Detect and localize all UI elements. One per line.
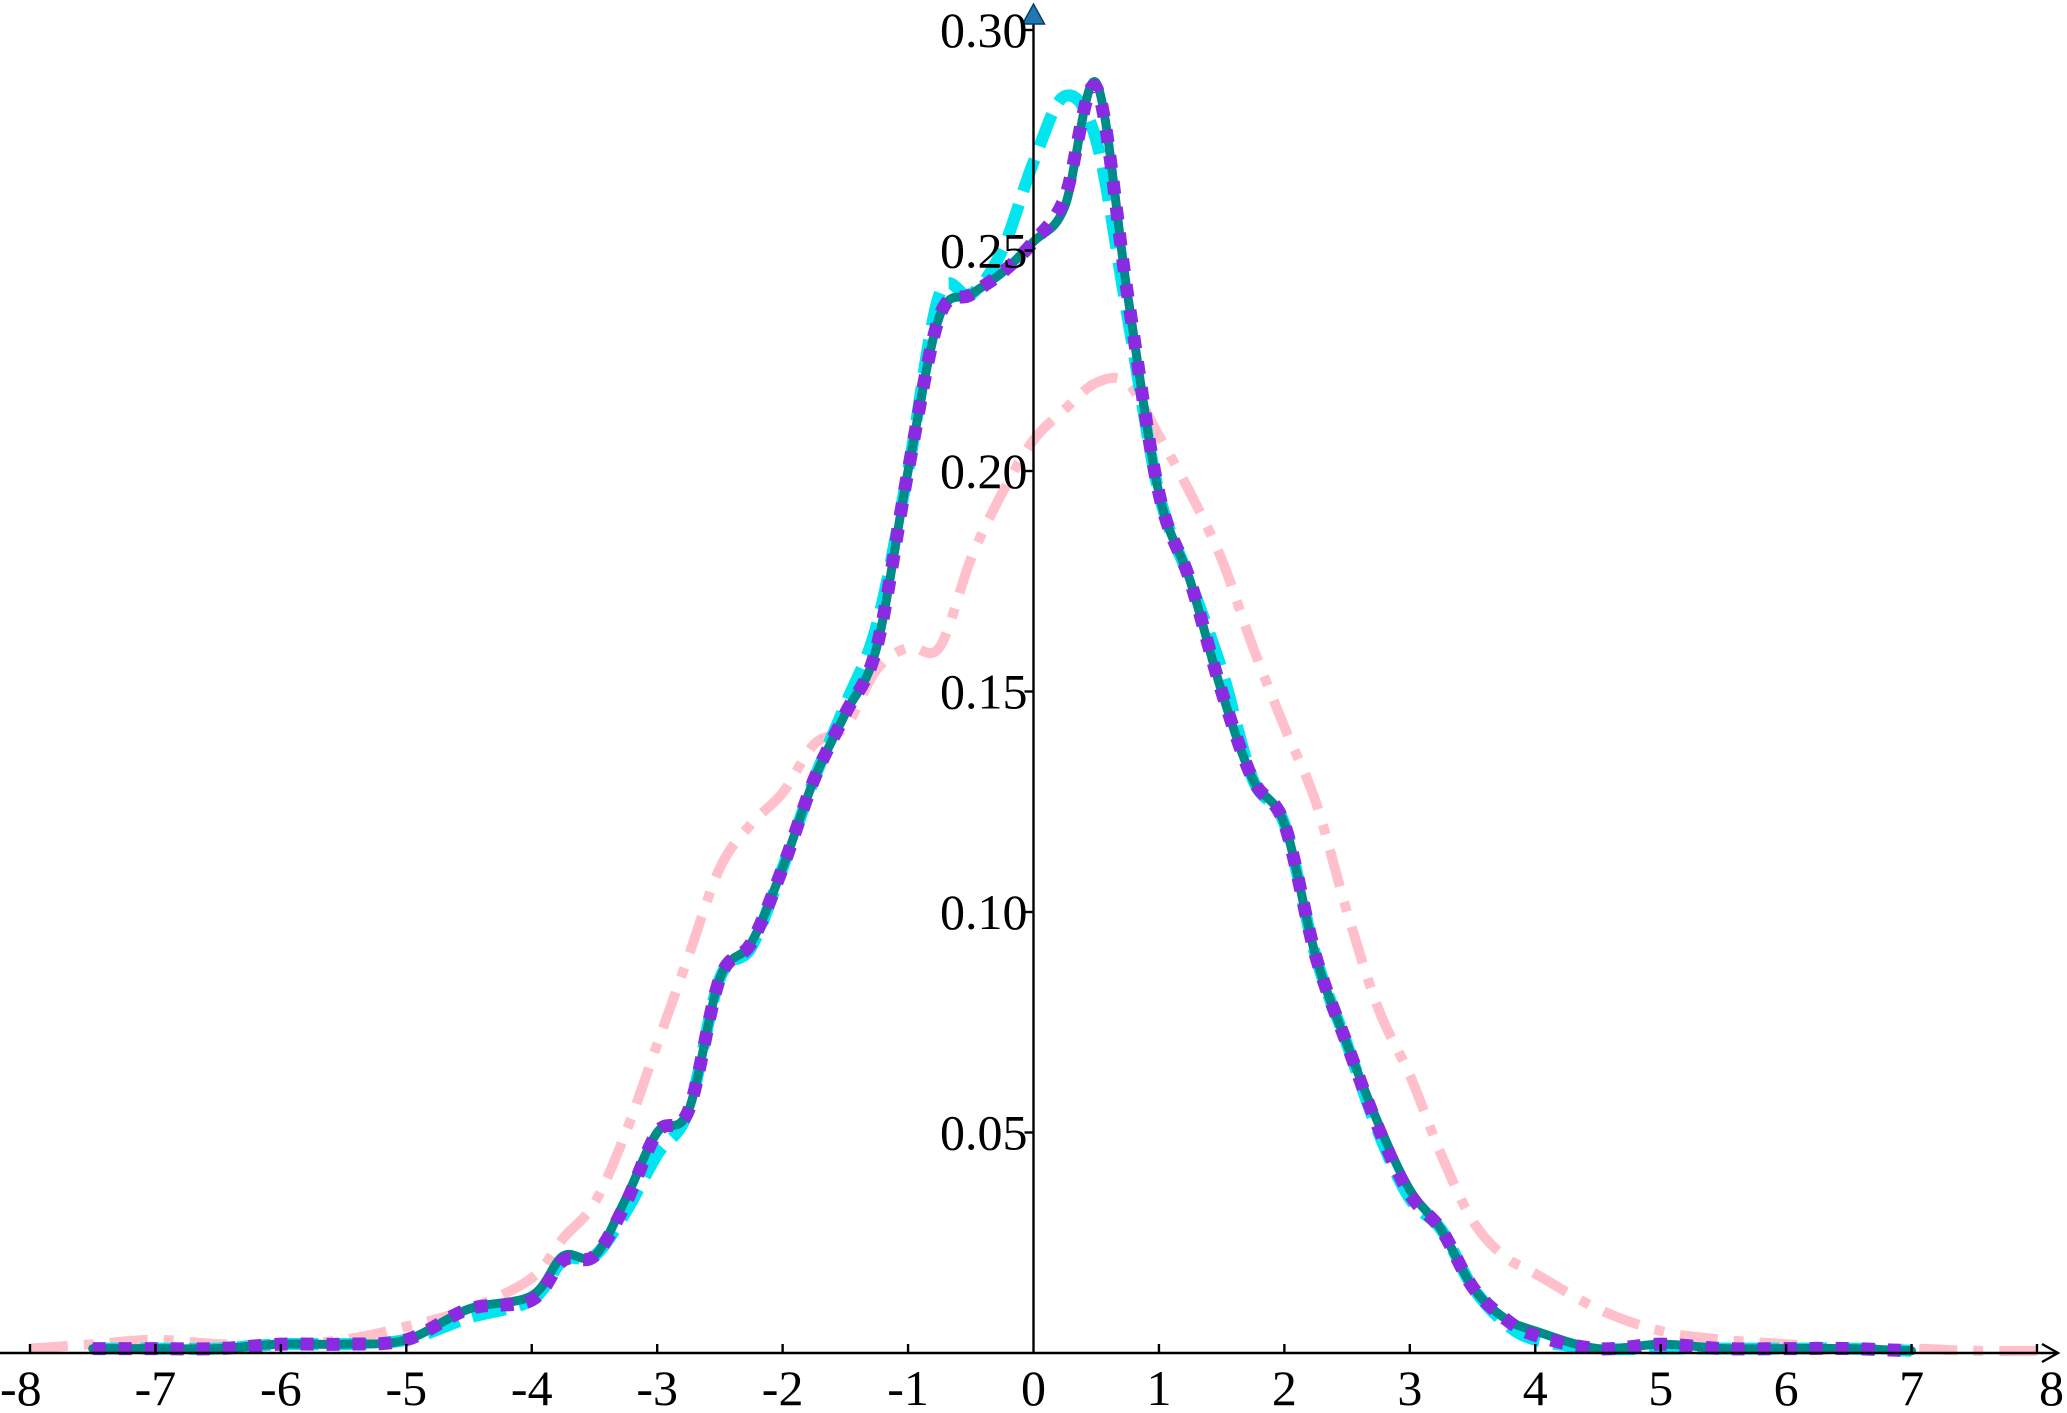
x-tick-label: -2: [762, 1360, 804, 1413]
y-tick-label: 0.10: [940, 884, 1028, 940]
series-line-dashed: [92, 89, 1912, 1357]
x-tick-label: -1: [887, 1360, 929, 1413]
x-tick-label: 8: [2039, 1360, 2064, 1413]
x-tick-label: 1: [1146, 1360, 1171, 1413]
x-tick-label: -4: [511, 1360, 553, 1413]
series-line-dashdot: [29, 372, 2038, 1356]
y-tick-label: 0.20: [940, 443, 1028, 499]
y-tick-label: 0.15: [940, 664, 1028, 720]
x-tick-label: 6: [1774, 1360, 1799, 1413]
series-line-dotted: [92, 79, 1912, 1358]
x-tick-label: 4: [1523, 1360, 1548, 1413]
x-tick-label: -8: [0, 1360, 42, 1413]
y-axis-arrow-icon: [1021, 2, 1046, 25]
x-tick-label: 0: [1021, 1360, 1046, 1413]
x-tick-label: -7: [135, 1360, 177, 1413]
x-tick-label: -3: [636, 1360, 678, 1413]
y-tick-label: 0.05: [940, 1105, 1028, 1161]
axes: [0, 2, 2061, 1364]
x-tick-label: -6: [260, 1360, 302, 1413]
x-tick-label: 5: [1648, 1360, 1673, 1413]
x-tick-label: 7: [1899, 1360, 1924, 1413]
x-axis-arrow-icon: [2041, 1342, 2061, 1364]
y-tick-label: 0.30: [940, 2, 1028, 58]
x-tick-label: -5: [385, 1360, 427, 1413]
x-tick-label: 2: [1272, 1360, 1297, 1413]
y-tick-label: 0.25: [940, 223, 1028, 279]
x-tick-label: 3: [1397, 1360, 1422, 1413]
